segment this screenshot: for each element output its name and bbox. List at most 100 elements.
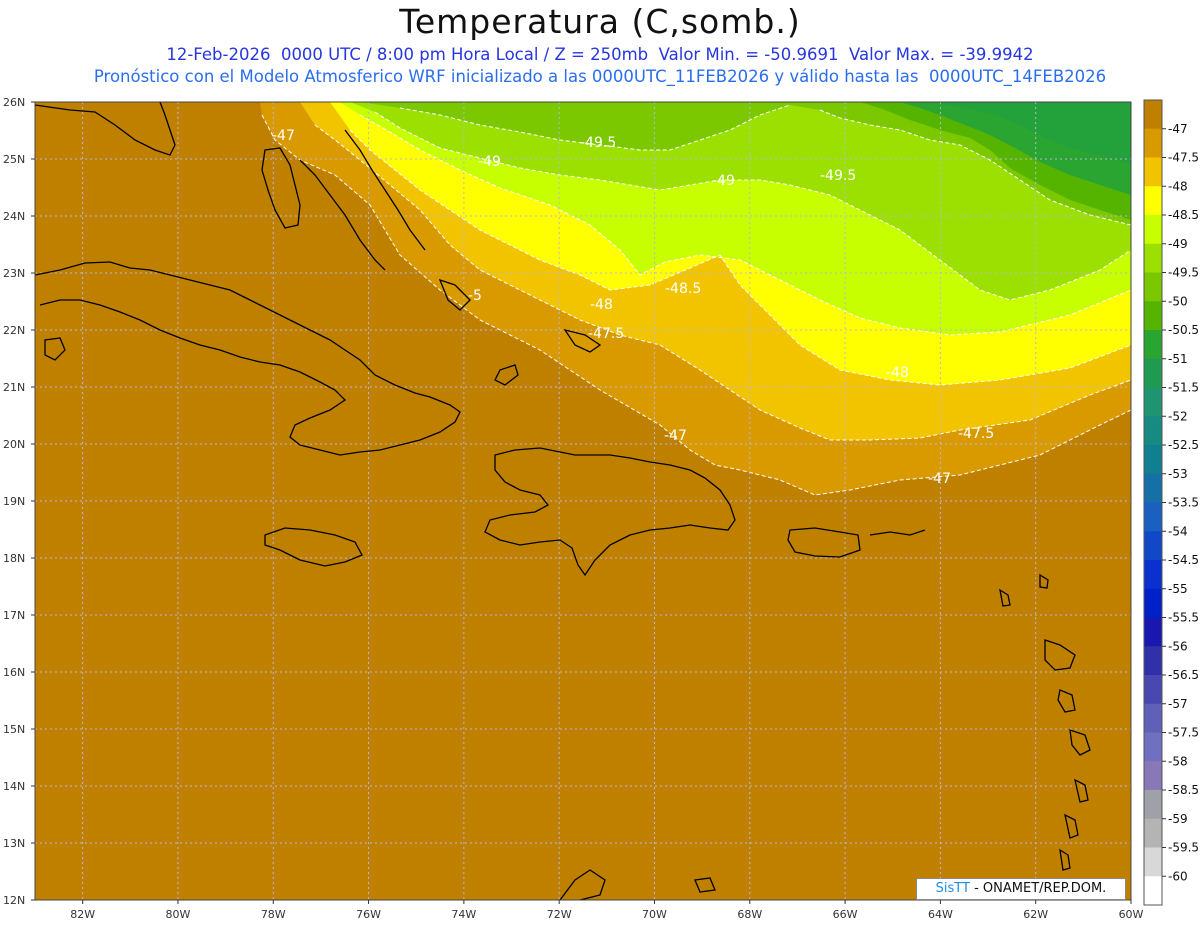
contour-label: -49	[478, 154, 501, 170]
contour-label: -49	[712, 173, 735, 189]
colorbar-swatch	[1144, 301, 1162, 331]
field-band-50	[360, 102, 1131, 225]
bahamas-chain-1	[299, 159, 386, 271]
lat-label: 19N	[3, 495, 25, 508]
colorbar-swatch	[1144, 732, 1162, 762]
colorbar-label: -53	[1168, 467, 1188, 481]
lat-label: 16N	[3, 666, 25, 679]
credit-box: SisTT - ONAMET/REP.DOM.	[916, 878, 1126, 900]
colorbar-swatch	[1144, 416, 1162, 446]
colorbar-swatch	[1144, 215, 1162, 245]
credit-text: - ONAMET/REP.DOM.	[969, 881, 1107, 896]
colorbar-swatch	[1144, 790, 1162, 820]
florida-coast	[35, 102, 176, 156]
lesser-antilles-4	[1074, 778, 1089, 803]
colorbar-label: -54	[1168, 524, 1188, 538]
lon-label: 70W	[642, 908, 667, 921]
lat-label: 26N	[3, 96, 25, 109]
colorbar-label: -55.5	[1168, 611, 1199, 625]
contour-label: -47	[272, 128, 295, 144]
lesser-antilles-3	[1069, 729, 1091, 756]
colorbar-label: -57.5	[1168, 726, 1199, 740]
lesser-antilles-6	[1059, 848, 1071, 871]
lon-label: 62W	[1023, 908, 1048, 921]
lat-label: 13N	[3, 837, 25, 850]
colorbar-label: -50.5	[1168, 323, 1199, 337]
lon-label: 64W	[928, 908, 953, 921]
colorbar-swatch	[1144, 847, 1162, 877]
lat-label: 15N	[3, 723, 25, 736]
colorbar-swatch	[1144, 531, 1162, 561]
hispaniola-island	[484, 447, 736, 577]
colorbar-label: -60	[1168, 869, 1188, 883]
contour-label: -47.5	[588, 326, 624, 342]
sispi-logo: SisTT	[935, 881, 970, 896]
longitude-labels: 82W 80W 78W 76W 74W 72W 70W 68W 66W 64W 62W 60W	[70, 900, 1144, 921]
contour-label: -47.5	[958, 426, 994, 442]
colorbar-label: -56.5	[1168, 668, 1199, 682]
coastlines	[35, 102, 1091, 900]
colorbar-label: -59	[1168, 812, 1188, 826]
lat-label: 20N	[3, 438, 25, 451]
contour-label: -49.5	[820, 168, 856, 184]
contour-line	[359, 114, 1131, 336]
lon-label: 80W	[166, 908, 191, 921]
cuba-island	[35, 261, 461, 456]
colorbar-swatch	[1144, 100, 1162, 130]
colorbar-swatch	[1144, 502, 1162, 532]
contour-line	[261, 114, 1131, 496]
puerto-rico-island	[787, 527, 861, 558]
aruba-curacao	[694, 877, 716, 893]
lesser-antilles-8	[1039, 573, 1049, 589]
colorbar-swatch	[1144, 560, 1162, 590]
lon-label: 76W	[356, 908, 381, 921]
lesser-antilles-1	[1044, 639, 1076, 671]
lat-label: 17N	[3, 609, 25, 622]
lat-label: 23N	[3, 267, 25, 280]
colorbar-label: -49.5	[1168, 266, 1199, 280]
colorbar-swatch	[1144, 157, 1162, 187]
caicos-islands	[563, 328, 602, 353]
colorbar-label: -56	[1168, 639, 1188, 653]
colorbar-label: -52.5	[1168, 438, 1199, 452]
inagua-island	[494, 364, 519, 386]
contour-line	[399, 104, 791, 151]
colorbar-label: -55	[1168, 582, 1188, 596]
colorbar-label: -52	[1168, 409, 1188, 423]
colorbar-labels: -47 -47.5 -48 -48.5 -49 -49.5 -50 -50.5 -51 -51.5…	[1162, 122, 1199, 883]
colorbar-swatch	[1144, 473, 1162, 503]
colorbar-label: -49	[1168, 237, 1188, 251]
colorbar-swatch	[1144, 243, 1162, 273]
contour-labels: -47 -49.5 -49 -49 -49.5 -5 -48 -48.5 -47…	[272, 128, 994, 487]
colorbar-swatch	[1144, 646, 1162, 676]
contour-label: -47	[664, 428, 687, 444]
lon-label: 78W	[261, 908, 286, 921]
lon-label: 68W	[737, 908, 762, 921]
contour-label: -5	[468, 288, 482, 304]
contour-line	[314, 124, 1131, 441]
colorbar-label: -51.5	[1168, 381, 1199, 395]
andros-island	[261, 147, 301, 229]
lesser-antilles-7	[999, 588, 1011, 607]
colorbar-label: -53.5	[1168, 496, 1199, 510]
colorbar-swatch	[1144, 128, 1162, 158]
contour-label: -48	[590, 297, 613, 313]
colorbar-label: -48.5	[1168, 208, 1199, 222]
jamaica-island	[264, 527, 363, 567]
colorbar-swatch	[1144, 818, 1162, 848]
colorbar-label: -48	[1168, 179, 1188, 193]
contour-line	[374, 111, 1131, 301]
field-band-51.5	[930, 102, 1131, 165]
south-american-coast	[559, 869, 606, 900]
latitude-labels: 26N 25N 24N 23N 22N 21N 20N 19N 18N 17N 16N 15N 14N 1…	[3, 96, 35, 907]
colorbar-swatch	[1144, 703, 1162, 733]
colorbar-swatch	[1144, 588, 1162, 618]
colorbar-swatch	[1144, 675, 1162, 705]
colorbar-label: -58.5	[1168, 783, 1199, 797]
lon-label: 60W	[1119, 908, 1144, 921]
colorbar-label: -58	[1168, 754, 1188, 768]
field-band-49.5	[350, 102, 1131, 300]
lat-label: 14N	[3, 780, 25, 793]
contour-label: -47	[928, 471, 951, 487]
